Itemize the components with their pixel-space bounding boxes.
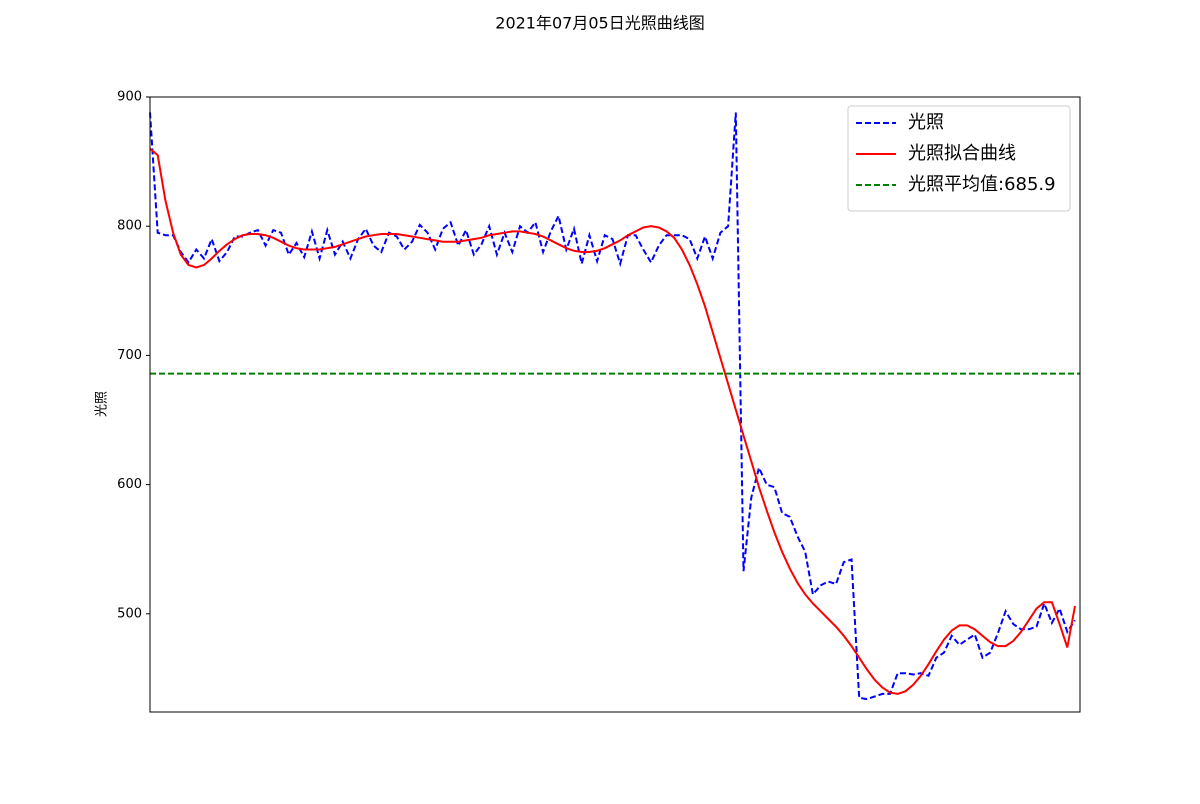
legend-label: 光照: [908, 112, 944, 133]
legend-label: 光照拟合曲线: [908, 143, 1016, 164]
y-tick-label: 900: [117, 90, 142, 105]
y-axis-label: 光照: [95, 391, 110, 417]
data-line: [149, 147, 1076, 695]
y-tick-label: 500: [117, 606, 142, 621]
legend-box: [847, 105, 1071, 212]
legend-label: 光照平均值:685.9: [908, 174, 1056, 195]
plot-frame: [149, 96, 1081, 713]
y-tick-label: 600: [117, 477, 142, 492]
data-line: [149, 112, 1076, 701]
y-tick-label: 800: [117, 219, 142, 234]
chart-title: 2021年07月05日光照曲线图: [495, 14, 704, 33]
y-tick-label: 700: [117, 348, 142, 363]
